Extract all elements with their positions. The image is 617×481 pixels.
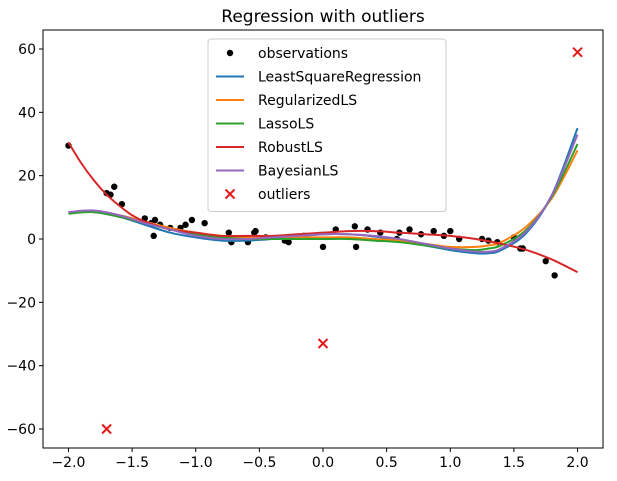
legend-label: RegularizedLS (258, 93, 357, 109)
y-tick-label: 60 (18, 42, 36, 58)
plot-clip-group (65, 46, 583, 435)
observation-point (150, 232, 157, 240)
x-tick-label: 2.0 (566, 455, 588, 471)
plot-area (65, 46, 583, 435)
x-tick-label: 1.0 (439, 455, 461, 471)
observation-point (151, 216, 159, 224)
observation-point (182, 221, 189, 228)
y-tick-label: −40 (6, 359, 36, 375)
legend-label: BayesianLS (258, 164, 339, 180)
observation-point (406, 226, 413, 233)
legend-label: outliers (258, 187, 310, 203)
legend-label: RobustLS (258, 140, 323, 156)
series-line-robustls (67, 141, 578, 274)
y-tick-label: −60 (6, 422, 36, 438)
legend-label: LassoLS (258, 117, 314, 133)
x-tick-label: −1.0 (179, 455, 213, 471)
outlier-point (101, 423, 112, 435)
x-tick-label: −0.5 (242, 455, 276, 471)
x-tick-label: −2.0 (51, 455, 85, 471)
x-tick-label: 0.0 (312, 455, 334, 471)
observation-point (430, 227, 437, 235)
y-tick-label: 20 (18, 169, 36, 185)
legend-marker-observations (226, 49, 234, 57)
legend-box (207, 38, 447, 212)
observation-point (252, 227, 259, 235)
y-tick-label: −20 (6, 295, 36, 311)
x-tick-label: 0.5 (376, 455, 398, 471)
observation-point (551, 272, 558, 279)
observation-point (188, 216, 196, 224)
x-tick-label: 1.5 (503, 455, 525, 471)
axes: −2.0 −1.5 −1.0 −0.5 0.0 0.5 1.0 1.5 2.0 −60 −40 −20… (6, 29, 604, 471)
observation-point (351, 223, 359, 230)
legend-label: observations (258, 46, 348, 62)
outlier-point (572, 46, 583, 58)
series-line-regularizedls (68, 149, 579, 249)
y-tick-label: 0 (27, 232, 36, 248)
observation-point (201, 219, 208, 227)
observation-point (225, 229, 233, 236)
series-line-bayesianls (68, 134, 579, 254)
chart-title: Regression with outliers (221, 7, 425, 27)
observation-point (111, 183, 118, 190)
legend-marker-outliers (224, 188, 236, 200)
legend-label: LeastSquareRegression (258, 70, 421, 86)
y-tick-label: 40 (18, 105, 36, 121)
x-tick-label: −1.5 (115, 455, 149, 471)
observation-point (285, 238, 292, 246)
observation-point (319, 243, 327, 251)
observation-point (447, 227, 454, 235)
observation-point (542, 257, 549, 265)
legend: observations LeastSquareRegression Regular… (207, 38, 447, 212)
outlier-point (317, 338, 329, 349)
observation-point (352, 243, 360, 251)
